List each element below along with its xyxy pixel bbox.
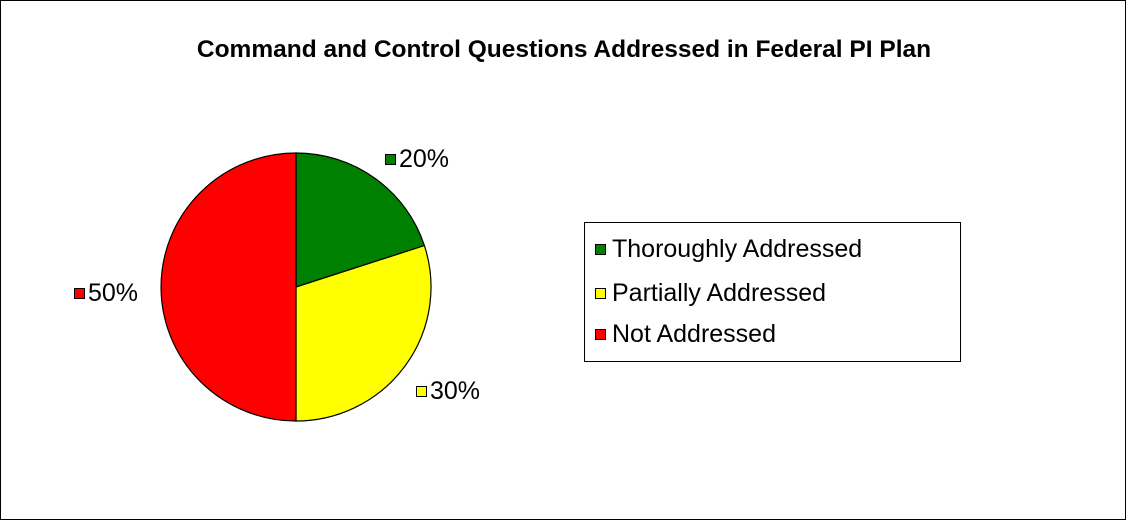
data-label-swatch — [416, 385, 427, 397]
data-label-not-addressed: 50% — [74, 278, 138, 308]
data-label-text: 50% — [88, 278, 139, 307]
data-label-swatch — [385, 153, 396, 165]
pie-slice-not-addressed — [160, 152, 297, 422]
data-label-thoroughly-addressed: 20% — [385, 144, 449, 174]
legend-item-partially-addressed: Partially Addressed — [595, 276, 826, 310]
legend-item-not-addressed: Not Addressed — [595, 317, 776, 351]
chart-legend: Thoroughly Addressed Partially Addressed… — [584, 222, 961, 362]
data-label-text: 30% — [430, 376, 481, 405]
data-label-partially-addressed: 30% — [416, 376, 480, 406]
legend-label: Partially Addressed — [612, 278, 827, 307]
legend-item-thoroughly-addressed: Thoroughly Addressed — [595, 232, 862, 266]
pie-slice-partially-addressed — [295, 244, 432, 422]
data-label-swatch — [74, 287, 85, 299]
pie-slice-thoroughly-addressed — [295, 152, 426, 288]
legend-swatch — [595, 328, 606, 340]
chart-title: Command and Control Questions Addressed … — [196, 36, 932, 63]
legend-label: Not Addressed — [612, 319, 776, 348]
legend-swatch — [595, 243, 606, 255]
pie-chart — [160, 152, 432, 422]
legend-label: Thoroughly Addressed — [612, 234, 863, 263]
data-label-text: 20% — [399, 144, 450, 173]
legend-swatch — [595, 287, 606, 299]
